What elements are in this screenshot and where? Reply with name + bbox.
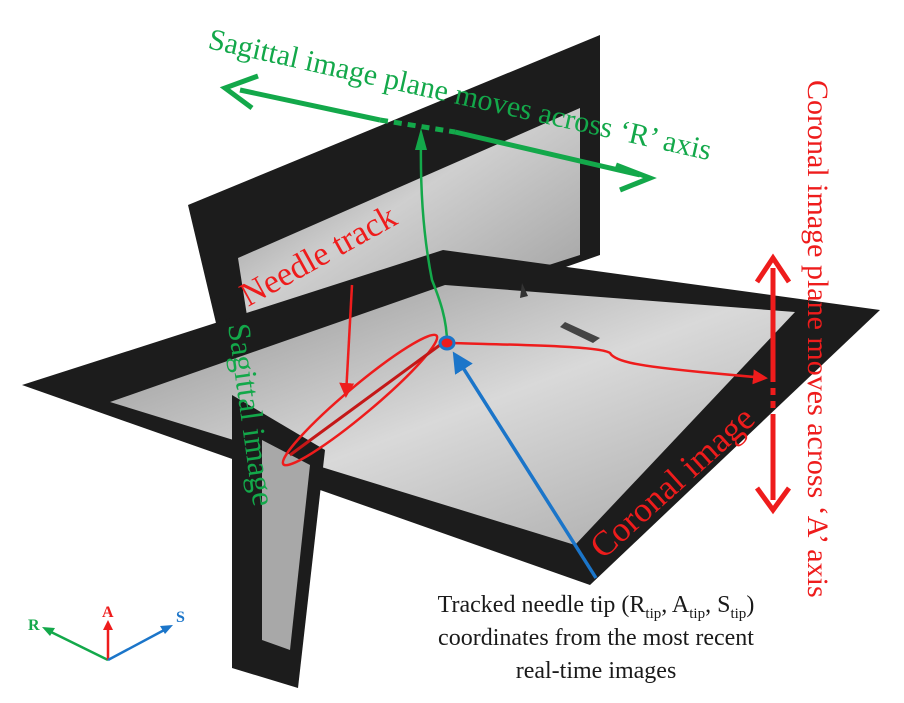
needle-tip-marker: [438, 335, 456, 351]
axis-r-label: R: [28, 617, 40, 634]
coronal-axis-caption: Coronal image plane moves across ‘A’ axi…: [801, 80, 834, 598]
sagittal-plane-front: [232, 395, 325, 688]
axis-s-label: S: [176, 609, 185, 626]
tip-pointer-arrow: [452, 351, 598, 579]
caption-line-2: coordinates from the most recent: [438, 625, 754, 651]
coronal-axis-arrow: [754, 253, 792, 515]
caption-line-3: real-time images: [516, 658, 677, 684]
coronal-connector-line: [451, 341, 768, 385]
needle-line: [289, 343, 441, 457]
sagittal-connector-arrowhead: [415, 128, 427, 150]
needle-track-pointer: [339, 284, 355, 398]
caption-line-1: Tracked needle tip (Rtip, Atip, Stip): [438, 592, 755, 622]
axis-a-label: A: [102, 604, 114, 621]
tracked-tip-caption: Tracked needle tip (Rtip, Atip, Stip) co…: [438, 592, 755, 684]
sagittal-connector-line: [419, 139, 449, 344]
coronal-plane: [22, 250, 880, 585]
sagittal-axis-arrow: [219, 73, 657, 193]
axis-indicator: R A S: [28, 604, 185, 662]
